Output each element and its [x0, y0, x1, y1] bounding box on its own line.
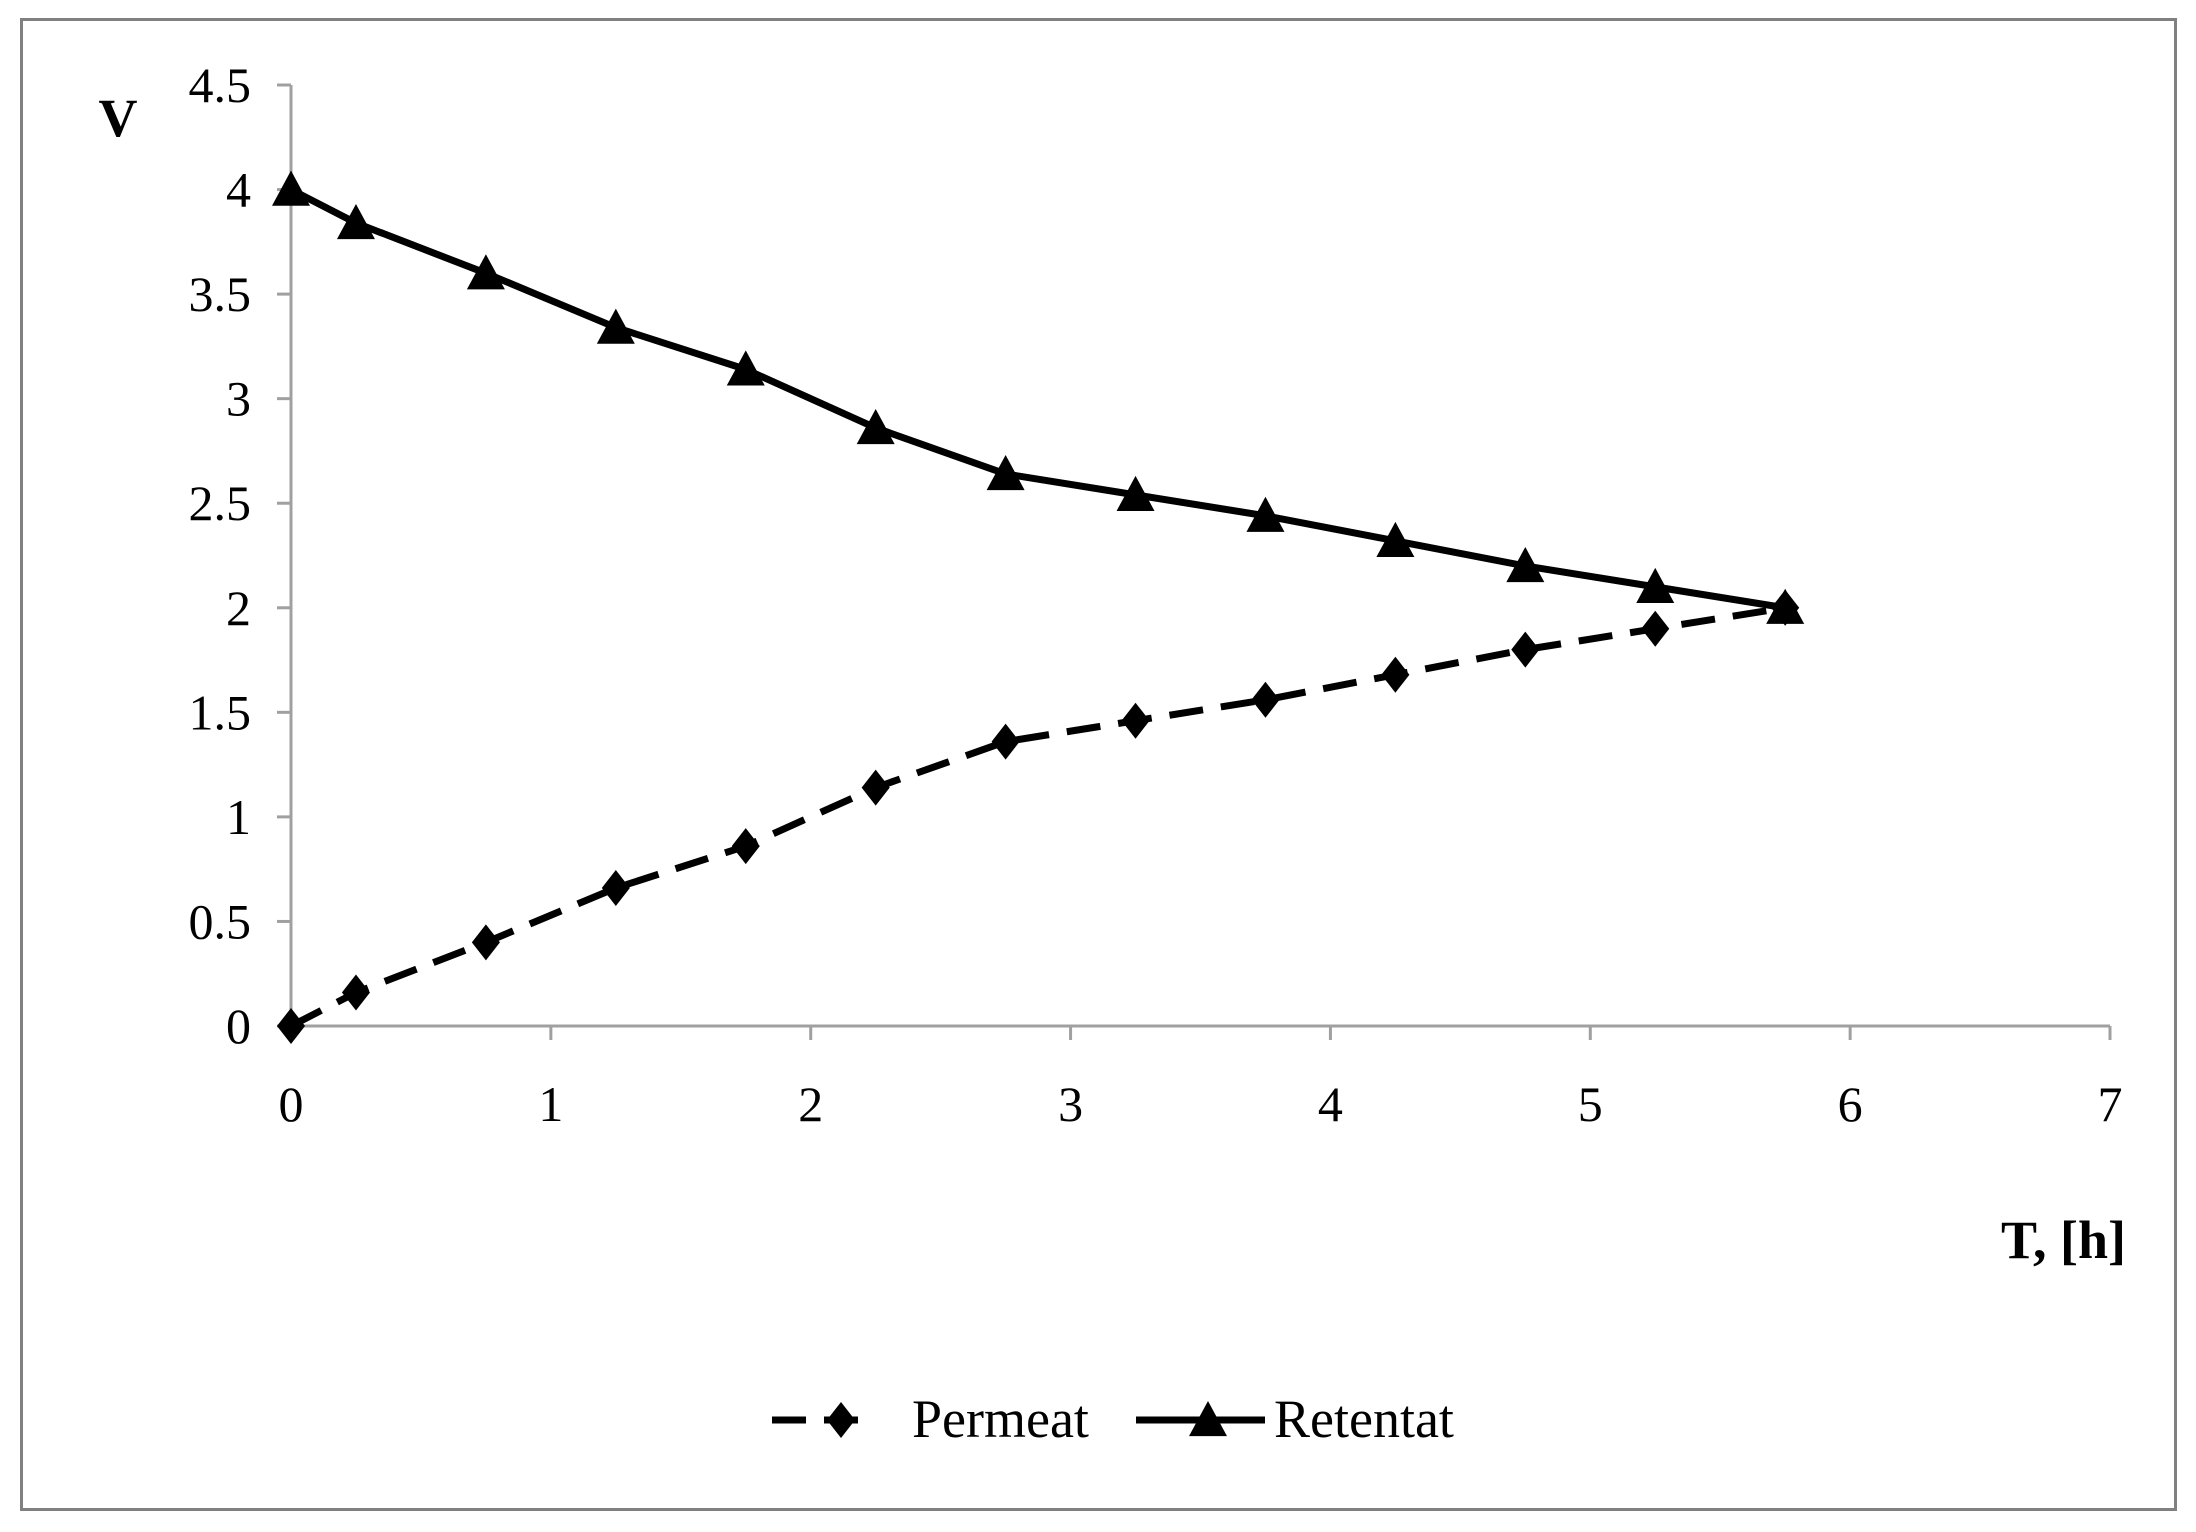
x-tick-label: 7: [2098, 1076, 2123, 1132]
series-layer: [272, 170, 1805, 1044]
y-tick-label: 2: [226, 580, 251, 636]
legend-marker-retentat: [1189, 1401, 1227, 1437]
series-permeat: [276, 589, 1800, 1044]
x-tick-label: 3: [1058, 1076, 1083, 1132]
data-point-permeat: [341, 974, 371, 1011]
y-tick-label: 4: [226, 162, 251, 218]
data-point-retentat: [336, 204, 375, 240]
legend-marker-permeat: [826, 1402, 856, 1438]
series-line-permeat: [289, 604, 1786, 1030]
x-tick-label: 1: [538, 1076, 563, 1132]
y-tick-label: 0.5: [189, 893, 252, 949]
data-point-permeat: [1381, 656, 1410, 693]
data-point-permeat: [1641, 610, 1670, 647]
series-line-retentat: [289, 186, 1786, 612]
data-point-retentat: [1636, 567, 1675, 604]
x-tick-label: 4: [1318, 1076, 1343, 1132]
data-point-retentat: [986, 454, 1025, 491]
series-retentat: [272, 170, 1805, 624]
data-point-permeat: [601, 869, 630, 906]
data-point-retentat: [726, 350, 765, 386]
data-point-permeat: [731, 828, 760, 865]
data-point-retentat: [272, 170, 310, 206]
y-tick-label: 1: [226, 789, 251, 845]
x-tick-label: 2: [798, 1076, 823, 1132]
data-point-permeat: [1251, 681, 1280, 718]
data-point-retentat: [856, 408, 895, 445]
data-point-retentat: [596, 308, 635, 344]
y-axis-title: V: [99, 88, 138, 148]
data-point-permeat: [276, 1008, 306, 1044]
y-tick-label: 2.5: [189, 475, 252, 531]
legend: Permeat Retentat: [772, 1389, 1454, 1449]
data-point-permeat: [1121, 702, 1150, 739]
y-tick-label: 3: [226, 371, 251, 427]
legend-item-permeat: Permeat: [772, 1389, 1089, 1449]
chart-frame: [20, 18, 2177, 1511]
data-point-retentat: [466, 254, 505, 290]
data-point-permeat: [991, 723, 1020, 760]
data-point-retentat: [1376, 521, 1415, 558]
legend-item-retentat: Retentat: [1136, 1389, 1454, 1449]
y-tick-label: 4.5: [189, 57, 252, 113]
legend-label: Retentat: [1274, 1389, 1454, 1449]
data-point-retentat: [1246, 496, 1285, 532]
data-point-permeat: [861, 769, 890, 806]
data-point-retentat: [1766, 588, 1805, 624]
axes: 0 0.5 1 1.5 2 2.5 3 3.5 4 4.5 0 1 2 3 4 5 6 7: [189, 57, 2123, 1132]
y-tick-label: 3.5: [189, 266, 252, 322]
x-tick-label: 5: [1578, 1076, 1603, 1132]
legend-label: Permeat: [912, 1389, 1089, 1449]
data-point-retentat: [1506, 546, 1545, 583]
y-tick-label: 0: [226, 998, 251, 1054]
data-point-permeat: [471, 924, 500, 961]
data-point-permeat: [1511, 631, 1540, 668]
x-axis-title: T, [h]: [2001, 1210, 2126, 1270]
data-point-retentat: [1116, 475, 1155, 512]
y-tick-label: 1.5: [189, 684, 252, 740]
x-tick-label: 6: [1838, 1076, 1863, 1132]
x-tick-label: 0: [279, 1076, 304, 1132]
